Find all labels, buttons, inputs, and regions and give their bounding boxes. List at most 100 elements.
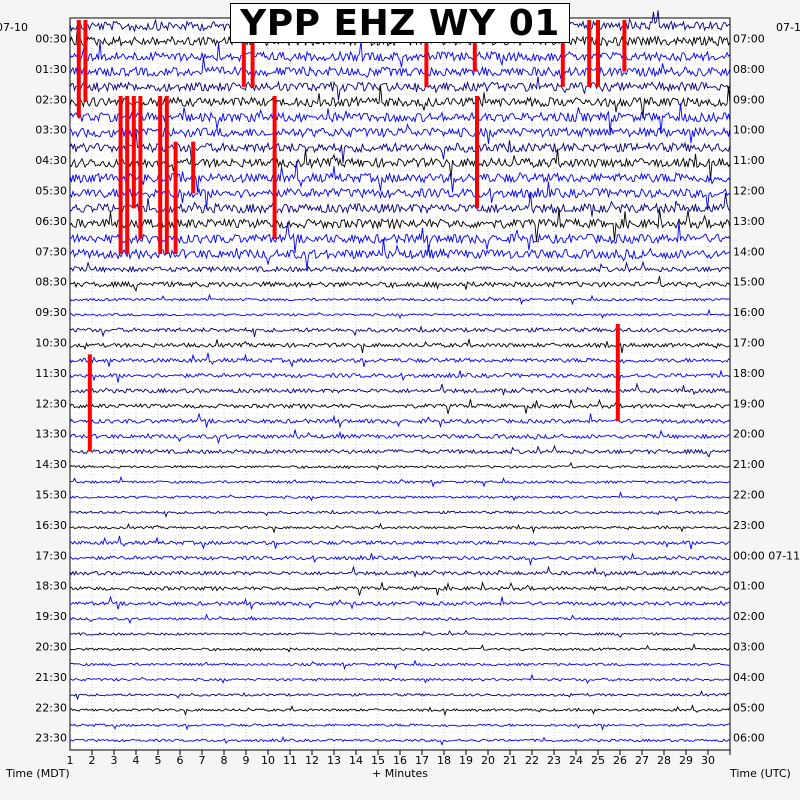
left-tick-label: 23:30 — [35, 732, 67, 745]
trace-row — [69, 308, 731, 320]
axes: 1 2 3 4 5 6 7 8 9 10 11 12 13 14 15 16 17 18 19 20 21 22 23 24 2… — [35, 33, 800, 768]
trace-row — [69, 260, 731, 274]
right-tick-label: 09:00 — [733, 93, 765, 106]
trace-row — [69, 522, 731, 534]
trace-row — [69, 181, 731, 209]
clipped-event — [622, 20, 627, 72]
trace-row — [69, 40, 731, 68]
right-tick-label: 18:00 — [733, 367, 765, 380]
left-tick-label: 08:30 — [35, 276, 67, 289]
clipped-event — [164, 96, 169, 254]
x-tick-label: 10 — [261, 754, 275, 767]
x-tick-label: 9 — [243, 754, 250, 767]
clipped-event — [272, 96, 277, 239]
x-tick-label: 28 — [657, 754, 671, 767]
trace-row — [69, 160, 731, 193]
left-tick-label: 22:30 — [35, 701, 67, 714]
left-tick-label: 03:30 — [35, 124, 67, 137]
left-tick-label: 05:30 — [35, 185, 67, 198]
trace-row — [69, 659, 731, 671]
right-tick-label: 21:00 — [733, 458, 765, 471]
x-tick-label: 18 — [437, 754, 451, 767]
trace-row — [69, 629, 731, 638]
clipped-event — [475, 96, 479, 209]
clipped-event — [596, 20, 600, 87]
left-tick-label: 16:30 — [35, 519, 67, 532]
trace-row — [69, 398, 731, 414]
trace-row — [69, 723, 731, 731]
x-tick-label: 13 — [327, 754, 341, 767]
right-tick-label: 00:00 07-11 — [733, 549, 800, 562]
trace-row — [69, 293, 731, 306]
x-tick-label: 11 — [283, 754, 297, 767]
clipped-event — [76, 20, 81, 118]
clipped-event — [615, 324, 620, 422]
x-tick-label: 6 — [177, 754, 184, 767]
trace-row — [69, 690, 731, 701]
clipped-event — [83, 20, 88, 102]
right-tick-label: 19:00 — [733, 397, 765, 410]
clipped-event — [587, 20, 592, 87]
right-date-label: 07-1 — [776, 21, 800, 34]
right-tick-label: 01:00 — [733, 580, 765, 593]
clipped-event — [250, 20, 255, 87]
clipped-events — [76, 20, 627, 452]
x-tick-label: 26 — [613, 754, 627, 767]
right-tick-label: 22:00 — [733, 489, 765, 502]
trace-row — [69, 85, 731, 119]
clipped-event — [191, 141, 196, 194]
trace-row — [69, 57, 731, 80]
right-tick-label: 06:00 — [733, 732, 765, 745]
clipped-event — [241, 20, 246, 87]
left-tick-label: 15:30 — [35, 489, 67, 502]
clipped-event — [173, 141, 178, 254]
trace-row — [69, 148, 731, 181]
clipped-event — [118, 96, 123, 254]
left-tick-label: 01:30 — [35, 63, 67, 76]
trace-row — [69, 461, 731, 471]
trace-row — [69, 509, 731, 519]
left-tick-label: 09:30 — [35, 306, 67, 319]
trace-row — [69, 76, 731, 101]
left-tick-label: 02:30 — [35, 93, 67, 106]
trace-row — [69, 704, 731, 717]
right-tick-label: 12:00 — [733, 185, 765, 198]
x-tick-label: 17 — [415, 754, 429, 767]
left-axis-label: Time (MDT) — [5, 767, 70, 780]
left-tick-label: 14:30 — [35, 458, 67, 471]
x-tick-label: 30 — [701, 754, 715, 767]
x-tick-label: 19 — [459, 754, 473, 767]
clipped-event — [560, 20, 565, 87]
x-tick-label: 14 — [349, 754, 363, 767]
x-tick-label: 29 — [679, 754, 693, 767]
right-tick-label: 08:00 — [733, 63, 765, 76]
x-tick-label: 5 — [155, 754, 162, 767]
right-tick-label: 14:00 — [733, 245, 765, 258]
clipped-event — [472, 20, 477, 72]
right-tick-label: 04:00 — [733, 671, 765, 684]
left-tick-label: 10:30 — [35, 337, 67, 350]
x-tick-label: 27 — [635, 754, 649, 767]
trace-row — [69, 123, 731, 145]
right-tick-label: 10:00 — [733, 124, 765, 137]
trace-row — [69, 444, 731, 458]
x-tick-label: 15 — [371, 754, 385, 767]
trace-row — [69, 565, 731, 578]
grid — [70, 18, 730, 750]
x-tick-label: 8 — [221, 754, 228, 767]
x-axis-label: + Minutes — [372, 767, 428, 780]
right-tick-label: 20:00 — [733, 428, 765, 441]
clipped-event — [87, 354, 92, 452]
left-date-label: 07-10 — [0, 21, 28, 34]
right-axis-label: Time (UTC) — [729, 767, 791, 780]
trace-row — [69, 208, 731, 242]
x-tick-label: 3 — [111, 754, 118, 767]
chart-title: YPP EHZ WY 01 — [230, 3, 570, 44]
x-tick-label: 23 — [547, 754, 561, 767]
x-tick-label: 21 — [503, 754, 517, 767]
right-tick-label: 23:00 — [733, 519, 765, 532]
left-tick-label: 13:30 — [35, 428, 67, 441]
left-tick-label: 12:30 — [35, 397, 67, 410]
left-tick-label: 00:30 — [35, 33, 67, 46]
trace-row — [69, 643, 731, 653]
